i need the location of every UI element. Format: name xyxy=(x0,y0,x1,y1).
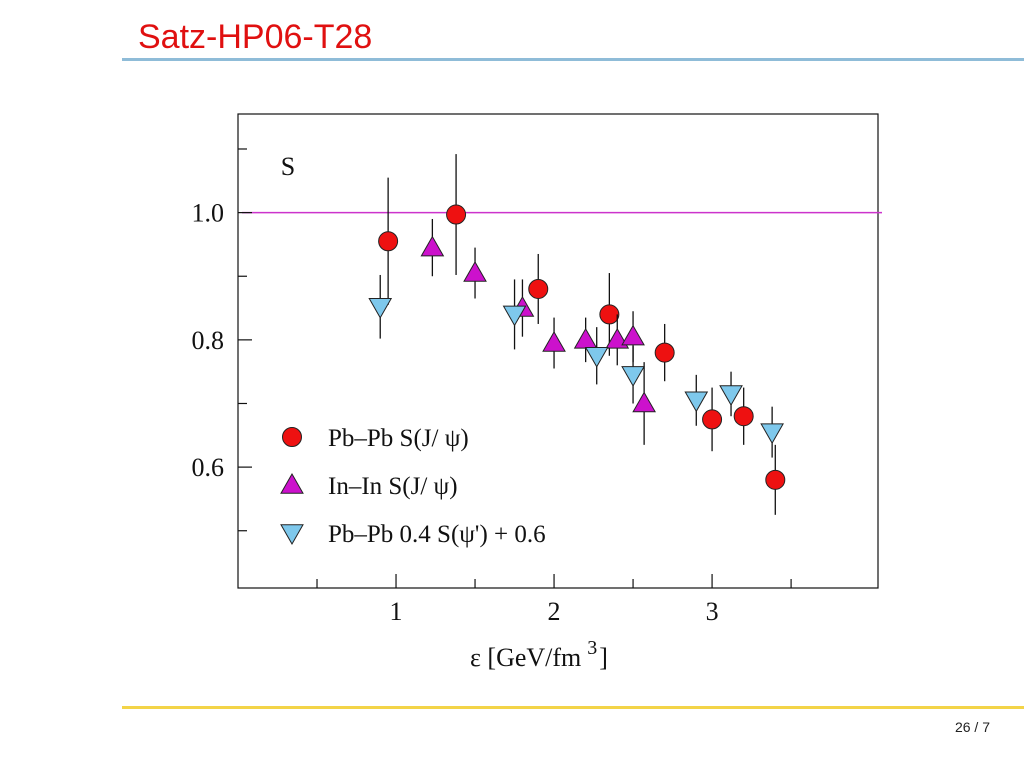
y-tick-label: 0.8 xyxy=(192,326,225,355)
axis-ticks: 0.6 0.8 1.0 1 2 3 xyxy=(192,148,792,626)
data-point-triangle-down xyxy=(684,391,709,413)
x-tick-label: 3 xyxy=(706,597,719,626)
data-point-triangle-down xyxy=(760,423,784,445)
data-point-triangle-down xyxy=(502,305,527,327)
legend: Pb–Pb S(J/ ψ) In–In S(J/ ψ) Pb–Pb 0.4 S(ψ'… xyxy=(280,425,546,548)
data-point-triangle-up xyxy=(632,391,656,413)
data-point-triangle-up xyxy=(573,327,598,349)
x-axis-label-superscript: 3 xyxy=(587,637,597,659)
plot-frame xyxy=(237,113,879,589)
data-point-triangle-up xyxy=(463,261,487,282)
x-axis-label-text: ε [GeV/fm xyxy=(470,643,581,672)
legend-label: Pb–Pb 0.4 S(ψ') + 0.6 xyxy=(328,521,546,548)
x-axis-label: ε [GeV/fm 3] xyxy=(470,637,608,672)
data-point-triangle-up xyxy=(621,324,645,346)
footer-divider xyxy=(122,706,1024,709)
x-axis-label-suffix: ] xyxy=(599,643,608,672)
series-circle xyxy=(378,154,786,515)
data-point-circle xyxy=(733,406,754,427)
series-triangle-up xyxy=(420,218,656,445)
legend-marker-triangle-down xyxy=(280,524,304,546)
data-point-circle xyxy=(528,278,549,299)
x-tick-label: 1 xyxy=(390,597,403,626)
x-tick-label: 2 xyxy=(548,597,561,626)
data-point-triangle-down xyxy=(584,347,609,368)
header-divider xyxy=(122,58,1024,61)
data-point-triangle-down xyxy=(621,366,645,387)
data-point-circle xyxy=(599,304,620,325)
y-axis-label: S xyxy=(281,152,295,181)
data-point-circle xyxy=(378,231,399,252)
data-point-triangle-down xyxy=(368,298,393,319)
y-tick-label: 1.0 xyxy=(192,199,225,228)
page-number: 26 / 7 xyxy=(954,719,990,735)
slide-title: Satz-HP06-T28 xyxy=(138,18,373,56)
data-point-triangle-up xyxy=(420,235,445,257)
data-layer xyxy=(368,154,786,515)
data-point-circle xyxy=(702,409,723,430)
data-point-triangle-down xyxy=(719,385,743,406)
series-triangle-down xyxy=(368,274,784,458)
data-point-triangle-up xyxy=(542,331,566,352)
y-tick-label: 0.6 xyxy=(192,453,225,482)
legend-label: Pb–Pb S(J/ ψ) xyxy=(328,425,469,452)
legend-marker-triangle-up xyxy=(280,472,304,494)
data-point-circle xyxy=(446,204,467,225)
data-point-circle xyxy=(654,342,675,363)
legend-label: In–In S(J/ ψ) xyxy=(328,473,458,500)
chart: 0.60.81.01 2 3 Pb–Pb S(J/ ψ)In–In S(J/ ψ)P… xyxy=(192,113,882,672)
data-point-circle xyxy=(765,469,786,490)
legend-marker-circle xyxy=(282,427,302,447)
